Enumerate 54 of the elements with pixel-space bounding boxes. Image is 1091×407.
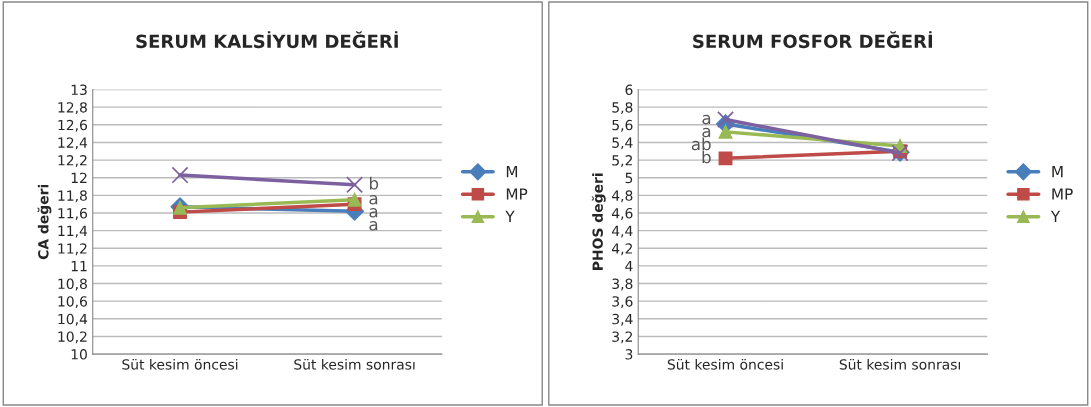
y-tick-label: 13 [71,84,87,96]
annotation: a [702,127,711,138]
y-tick-label: 3,2 [612,331,632,344]
legend-label: Y [505,210,515,222]
y-tick-label: 3,6 [612,296,633,309]
y-tick-label: 11,4 [58,225,88,238]
y-tick-label: 6 [625,84,633,96]
y-tick-label: 10,4 [58,313,88,326]
annotation: b [369,176,379,190]
x-tick-label: Süt kesim sonrası [294,358,415,370]
legend-label: MP [1052,188,1073,200]
y-tick-label: 5,4 [612,137,633,150]
y-tick-label: 12,4 [58,137,88,150]
legend-label: M [506,166,518,178]
y-tick-label: 12,6 [58,119,87,132]
y-tick-label: 10,6 [58,296,87,309]
y-tick-label: 3,4 [612,313,633,326]
y-tick-label: 12,8 [58,102,87,115]
y-axis-title: PHOS değeri [591,173,606,270]
y-tick-label: 4,2 [611,243,632,256]
annotation: a [369,208,378,218]
legend-label: MP [506,188,528,200]
y-tick-label: 10,2 [58,331,87,344]
y-tick-label: 12 [71,172,87,183]
annotation: a [369,221,378,231]
annotation: b [702,150,711,164]
legend-label: Y [1050,210,1061,222]
y-tick-label: 5,6 [612,119,633,132]
y-tick-label: 11,8 [58,190,87,203]
y-tick-label: 10 [71,349,87,360]
chart-title: SERUM FOSFOR DEĞERİ [693,31,933,49]
y-tick-label: 11 [71,261,87,272]
y-tick-label: 4,4 [611,225,633,238]
y-tick-label: 11,2 [58,243,87,256]
annotation: a [369,195,378,205]
annotation: a [702,114,711,125]
legend-label: M [1052,166,1063,178]
y-tick-label: 3 [625,349,633,360]
annotation: ab [691,137,711,151]
y-tick-label: 5,8 [612,102,633,115]
y-tick-label: 12,2 [58,155,87,167]
y-tick-label: 10,8 [58,278,87,291]
y-tick-label: 5 [625,172,633,184]
y-tick-label: 3,8 [612,278,633,291]
y-tick-label: 4,8 [611,190,633,203]
y-axis-title: CA değeri [37,184,52,260]
y-tick-label: 4 [625,261,633,272]
x-tick-label: Süt kesim öncesi [667,358,783,370]
chart-title: SERUM KALSİYUM DEĞERİ [136,31,398,49]
x-tick-label: Süt kesim öncesi [122,358,238,370]
y-tick-label: 4,6 [611,207,633,220]
y-tick-label: 5,2 [612,155,632,167]
x-tick-label: Süt kesim sonrası [839,358,960,370]
y-tick-label: 11,6 [58,207,87,220]
